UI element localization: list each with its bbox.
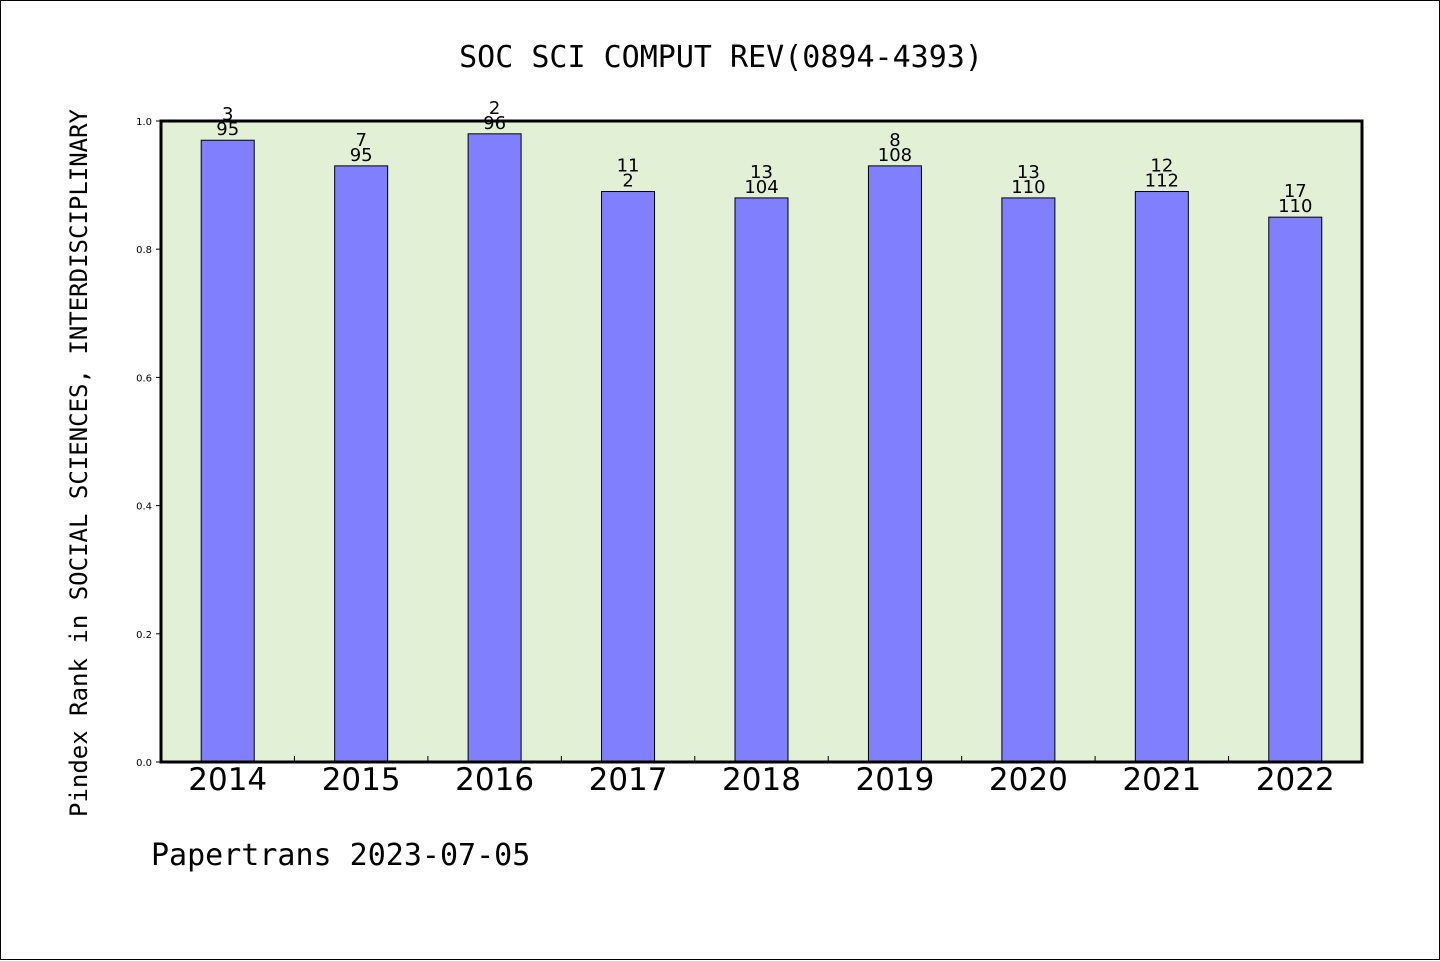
x-tick-label: 2020 (989, 762, 1068, 798)
total-label: 2 (622, 171, 633, 192)
total-label: 110 (1011, 177, 1045, 198)
rank-label: 2 (489, 98, 500, 119)
y-tick-label: 0.2 (136, 630, 152, 641)
rank-label: 3 (222, 104, 233, 125)
total-label: 96 (483, 113, 506, 134)
bar (1268, 216, 1323, 763)
bars-layer (200, 133, 1323, 763)
rank-label: 12 (1150, 156, 1173, 177)
x-tick-label: 2022 (1256, 762, 1335, 798)
bar (334, 165, 389, 763)
x-tick-label: 2015 (322, 762, 401, 798)
y-tick-label: 0.0 (136, 758, 152, 769)
bar (734, 197, 789, 763)
rank-label: 13 (1017, 162, 1040, 183)
rank-label: 11 (617, 156, 640, 177)
total-label: 95 (350, 145, 373, 166)
y-axis-label: Pindex Rank in SOCIAL SCIENCES, INTERDIS… (65, 108, 93, 817)
rank-label: 7 (355, 130, 366, 151)
bar (467, 133, 522, 763)
rank-label: 13 (750, 162, 773, 183)
y-tick-label: 1.0 (136, 117, 152, 128)
plot-border (159, 119, 1364, 764)
y-tick-label: 0.6 (136, 373, 152, 384)
x-tick-label: 2017 (589, 762, 668, 798)
bar (601, 191, 656, 763)
bar (1134, 191, 1189, 763)
x-tick-label: 2018 (722, 762, 801, 798)
x-tick-label: 2019 (855, 762, 934, 798)
y-tick-label: 0.8 (136, 245, 152, 256)
total-label: 110 (1278, 196, 1312, 217)
rank-label: 17 (1284, 181, 1307, 202)
bar (1001, 197, 1056, 763)
footer-text: Papertrans 2023-07-05 (151, 838, 530, 873)
rank-label: 8 (889, 130, 900, 151)
bar (200, 139, 255, 763)
total-label: 108 (878, 145, 912, 166)
x-tick-label: 2014 (188, 762, 267, 798)
chart-title: SOC SCI COMPUT REV(0894-4393) (459, 40, 983, 75)
bar (867, 165, 922, 763)
total-label: 95 (216, 119, 239, 140)
y-tick-label: 0.4 (136, 502, 152, 513)
total-label: 104 (744, 177, 778, 198)
total-label: 112 (1145, 171, 1179, 192)
x-tick-label: 2016 (455, 762, 534, 798)
x-tick-label: 2021 (1122, 762, 1201, 798)
ticks-layer: 0.0 0.2 0.4 0.6 0.8 1.0 2014 2015 2016 2017 2018 20… (136, 117, 1335, 798)
